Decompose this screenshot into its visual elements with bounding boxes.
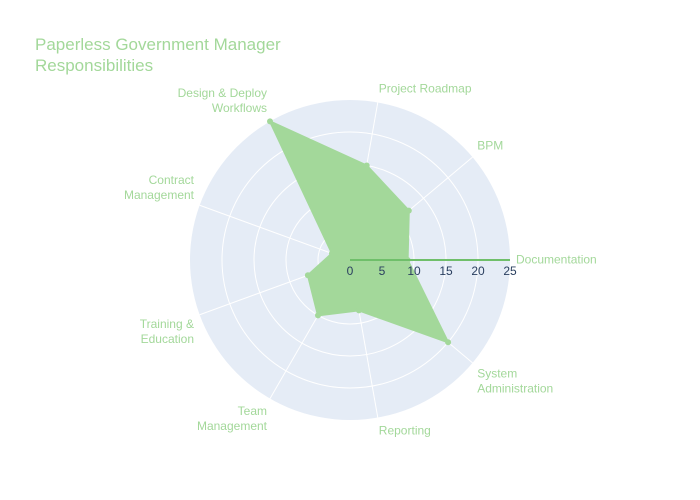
grid-spoke-4 [199,204,351,261]
data-point-8 [445,339,452,346]
category-label-5: Training & Education [140,317,194,346]
data-point-4 [329,250,335,257]
category-label-5-line-0: Training & [140,317,194,331]
chart-title-line-1: Paperless Government Manager [35,35,281,54]
category-label-8-line-0: System [477,367,517,381]
category-label-6: Team Management [197,404,268,433]
category-label-2-line-0: Project Roadmap [379,82,472,96]
chart-title: Paperless Government Manager Responsibil… [35,35,285,75]
category-label-3: Design & Deploy Workflows [178,86,267,115]
radial-tick-label-25: 25 [503,264,517,278]
data-point-2 [363,162,370,169]
chart-title-line-2: Responsibilities [35,56,153,75]
radial-axis: 0 5 10 15 20 25 [347,259,517,278]
category-label-0-line-0: Documentation [516,253,597,267]
category-label-7-line-0: Reporting [379,424,431,438]
category-label-7: Reporting [379,424,431,438]
category-label-0: Documentation [516,253,597,267]
category-label-3-line-0: Design & Deploy [178,86,267,100]
category-label-5-line-1: Education [141,332,194,346]
radial-tick-label-0: 0 [347,264,354,278]
radial-tick-label-5: 5 [379,264,386,278]
data-point-1 [405,207,412,214]
category-label-1-line-0: BPM [477,138,503,152]
data-point-6 [315,312,321,319]
category-label-6-line-1: Management [197,419,268,433]
data-point-3 [267,118,273,125]
category-label-8: System Administration [477,367,553,396]
category-label-4-line-1: Management [124,188,195,202]
radial-tick-label-10: 10 [407,264,421,278]
category-label-4-line-0: Contract [149,173,195,187]
series-area [267,118,452,346]
category-label-1: BPM [477,138,503,152]
radial-tick-label-20: 20 [471,264,485,278]
series-polygon [269,120,450,344]
category-label-8-line-1: Administration [477,382,553,396]
category-label-4: Contract Management [124,173,195,202]
category-label-2: Project Roadmap [379,82,472,96]
data-point-5 [304,272,311,279]
category-labels: Documentation BPM Project Roadmap Design & … [124,82,597,438]
category-label-6-line-0: Team [238,404,267,418]
radial-tick-label-15: 15 [439,264,453,278]
category-label-3-line-1: Workflows [212,101,267,115]
data-point-7 [355,307,362,314]
